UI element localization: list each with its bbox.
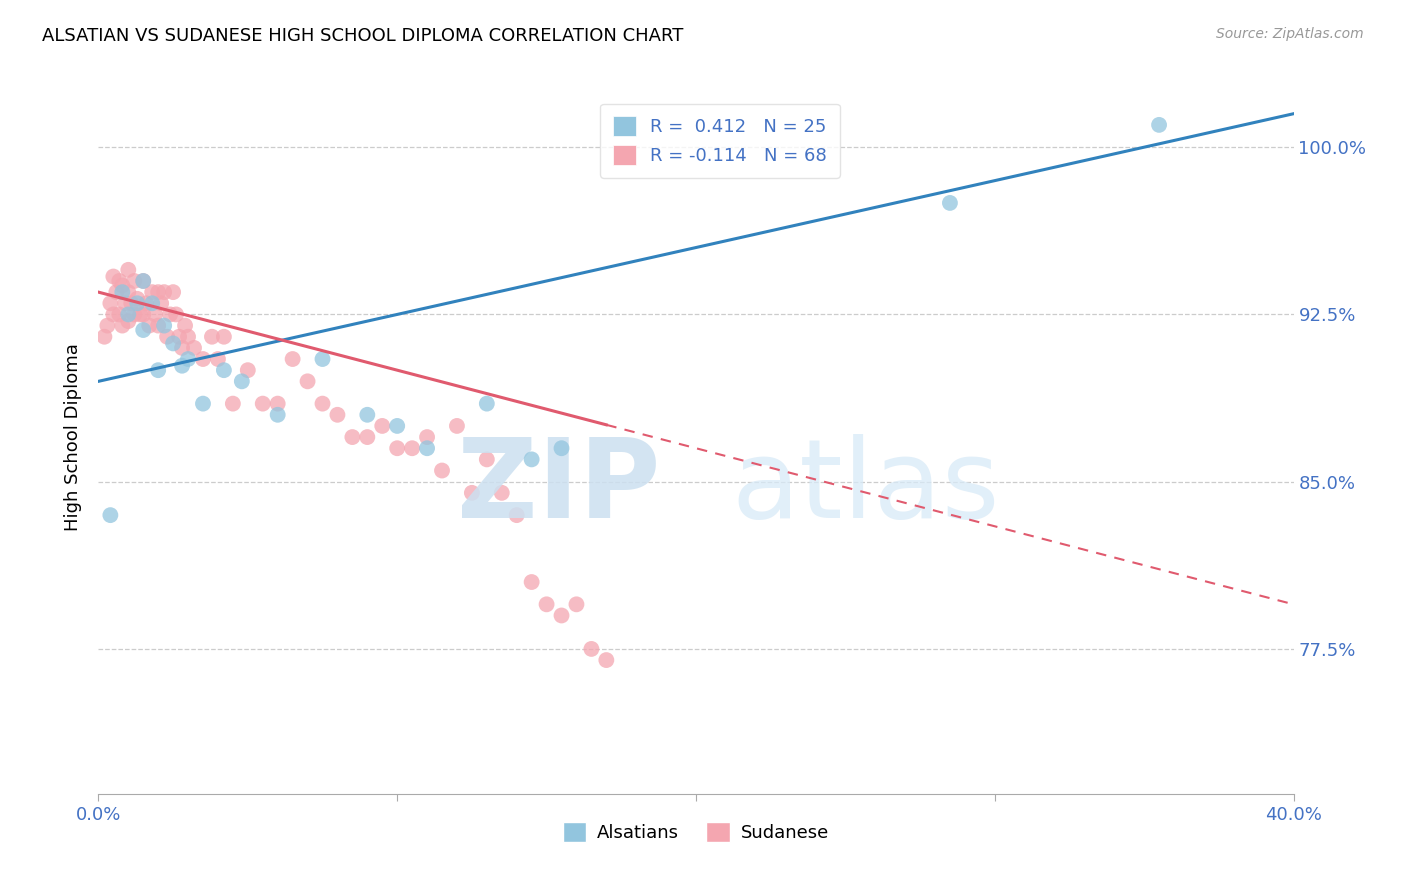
Point bbox=[105, 285, 128, 299]
Point bbox=[153, 318, 176, 333]
Point bbox=[93, 330, 115, 344]
Point bbox=[385, 419, 409, 434]
Point bbox=[222, 397, 245, 411]
Point bbox=[401, 442, 423, 455]
Point bbox=[491, 485, 513, 500]
Point bbox=[430, 464, 453, 478]
Point bbox=[117, 285, 139, 299]
Point bbox=[165, 307, 187, 322]
Point bbox=[172, 359, 194, 373]
Point bbox=[148, 285, 170, 299]
Point bbox=[297, 374, 319, 388]
Text: ZIP: ZIP bbox=[457, 434, 661, 541]
Point bbox=[252, 397, 274, 411]
Point bbox=[356, 430, 378, 444]
Point bbox=[132, 274, 155, 288]
Point bbox=[371, 419, 394, 434]
Point bbox=[141, 285, 163, 299]
Point bbox=[127, 292, 149, 306]
Point bbox=[111, 278, 134, 293]
Point bbox=[550, 608, 572, 623]
Y-axis label: High School Diploma: High School Diploma bbox=[63, 343, 82, 531]
Point bbox=[326, 408, 349, 422]
Point bbox=[148, 318, 170, 333]
Point bbox=[461, 485, 484, 500]
Point bbox=[475, 397, 498, 411]
Point bbox=[135, 296, 157, 310]
Point bbox=[162, 285, 184, 299]
Point bbox=[117, 307, 139, 322]
Point bbox=[550, 442, 572, 455]
Point bbox=[356, 408, 378, 422]
Point bbox=[172, 341, 194, 355]
Point bbox=[506, 508, 529, 523]
Point bbox=[108, 274, 131, 288]
Point bbox=[177, 330, 200, 344]
Point bbox=[132, 323, 155, 337]
Point bbox=[124, 307, 146, 322]
Point bbox=[595, 653, 617, 667]
Point bbox=[267, 408, 290, 422]
Point bbox=[96, 318, 118, 333]
Point bbox=[191, 397, 214, 411]
Point bbox=[212, 330, 235, 344]
Point bbox=[342, 430, 364, 444]
Point bbox=[311, 397, 333, 411]
Point bbox=[111, 285, 134, 299]
Point bbox=[117, 314, 139, 328]
Point bbox=[141, 296, 163, 310]
Point bbox=[98, 296, 122, 310]
Point bbox=[98, 508, 122, 523]
Point bbox=[153, 285, 176, 299]
Point bbox=[103, 307, 125, 322]
Point bbox=[174, 318, 197, 333]
Point bbox=[129, 307, 152, 322]
Point bbox=[201, 330, 224, 344]
Point bbox=[103, 269, 125, 284]
Point bbox=[416, 442, 439, 455]
Point bbox=[132, 274, 155, 288]
Point bbox=[236, 363, 259, 377]
Point bbox=[108, 307, 131, 322]
Point bbox=[1147, 118, 1170, 132]
Point bbox=[127, 296, 149, 310]
Point bbox=[114, 296, 136, 310]
Point bbox=[267, 397, 290, 411]
Text: Source: ZipAtlas.com: Source: ZipAtlas.com bbox=[1216, 27, 1364, 41]
Point bbox=[311, 351, 333, 366]
Point bbox=[183, 341, 205, 355]
Point bbox=[138, 318, 160, 333]
Point bbox=[475, 452, 498, 467]
Point bbox=[520, 574, 543, 589]
Point bbox=[143, 307, 166, 322]
Point bbox=[111, 318, 134, 333]
Point bbox=[120, 296, 142, 310]
Point bbox=[416, 430, 439, 444]
Text: atlas: atlas bbox=[733, 434, 1000, 541]
Point bbox=[207, 351, 229, 366]
Point bbox=[281, 351, 304, 366]
Point bbox=[167, 330, 190, 344]
Text: ALSATIAN VS SUDANESE HIGH SCHOOL DIPLOMA CORRELATION CHART: ALSATIAN VS SUDANESE HIGH SCHOOL DIPLOMA… bbox=[42, 27, 683, 45]
Point bbox=[124, 274, 146, 288]
Point bbox=[162, 336, 184, 351]
Point bbox=[117, 263, 139, 277]
Point bbox=[565, 598, 588, 612]
Point bbox=[132, 307, 155, 322]
Legend: Alsatians, Sudanese: Alsatians, Sudanese bbox=[555, 814, 837, 849]
Point bbox=[536, 598, 558, 612]
Point bbox=[385, 442, 409, 455]
Point bbox=[939, 196, 962, 211]
Point bbox=[148, 363, 170, 377]
Point bbox=[520, 452, 543, 467]
Point bbox=[191, 351, 214, 366]
Point bbox=[446, 419, 468, 434]
Point bbox=[212, 363, 235, 377]
Point bbox=[177, 351, 200, 366]
Point bbox=[159, 307, 181, 322]
Point bbox=[581, 642, 603, 657]
Point bbox=[150, 296, 173, 310]
Point bbox=[156, 330, 179, 344]
Point bbox=[231, 374, 253, 388]
